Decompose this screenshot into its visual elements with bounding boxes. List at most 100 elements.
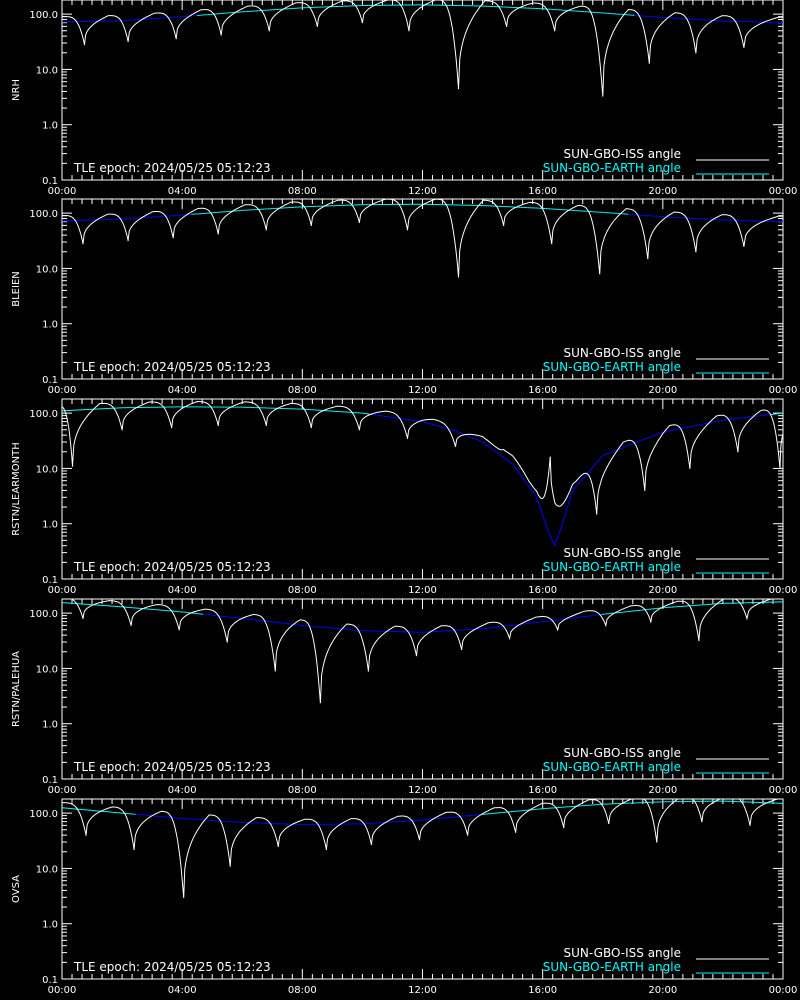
iss-angle-line [62,199,783,278]
earth-angle-segment [620,447,623,449]
iss-angle-minimum [689,467,691,470]
iss-angle-minimum [503,224,505,226]
iss-angle-minimum [406,229,409,231]
earth-angle-segment [647,436,650,439]
earth-angle-segment [626,445,629,447]
earth-angle-segment [531,490,535,494]
x-tick-label: 12:00 [408,385,437,396]
earth-angle-segment [652,435,654,437]
earth-angle-segment [488,446,491,448]
earth-angle-segment [527,484,530,488]
earth-angle-segment [655,434,658,436]
earth-angle-segment [566,504,569,510]
earth-angle-segment [604,454,606,456]
plot-area [62,199,783,278]
tle-epoch-label: TLE epoch: 2024/05/25 05:12:23 [73,161,271,175]
earth-angle-segment [602,454,605,457]
x-tick-label: 20:00 [648,985,677,996]
y-tick-label: 1.0 [42,520,58,531]
legend-label-earth: SUN-GBO-EARTH angle [543,960,681,974]
iss-angle-minimum [509,637,511,639]
iss-angle-minimum [370,843,373,846]
y-tick-label: 1.0 [42,320,58,331]
iss-angle-minimum [656,841,658,843]
earth-angle-segment [661,431,664,434]
iss-angle-minimum [701,821,703,823]
earth-angle-segment [597,458,601,462]
earth-angle-segment [659,432,662,434]
iss-angle-minimum [367,670,370,672]
iss-angle-minimum [310,426,312,429]
x-tick-label: 16:00 [528,985,557,996]
y-axis-label: RSTN/PALEHUA [11,651,22,727]
earth-angle-segment [638,440,641,442]
iss-angle-minimum [648,62,650,64]
x-tick-label: 16:00 [528,385,557,396]
earth-angle-segment [588,469,592,472]
iss-angle-minimum [549,456,551,458]
earth-angle-segment [561,519,565,525]
iss-angle-minimum [605,624,607,626]
x-tick-label: 08:00 [288,985,317,996]
earth-angle-segment [573,486,577,490]
earth-angle-segment [530,488,533,492]
y-tick-label: 0.1 [42,375,58,386]
earth-angle-segment [608,452,611,454]
iss-angle-minimum [82,243,84,245]
earth-angle-segment [473,437,476,440]
legend-label-iss: SUN-GBO-ISS angle [564,746,681,760]
iss-angle-minimum [310,224,312,226]
earth-angle-segment [653,434,656,437]
earth-angle-segment [600,455,604,458]
earth-angle-segment [640,439,642,442]
iss-angle-minimum [698,639,700,642]
iss-angle-minimum [506,25,508,27]
earth-angle-segment [500,454,503,457]
iss-angle-minimum [183,896,185,898]
iss-angle-minimum [554,30,556,32]
earth-angle-segment [461,432,464,435]
legend-label-earth: SUN-GBO-EARTH angle [543,161,681,175]
earth-angle-segment [623,446,626,448]
y-tick-label: 0.1 [42,176,58,187]
iss-angle-minimum [361,22,364,24]
x-tick-label: 04:00 [168,585,197,596]
earth-angle-segment [519,474,523,477]
iss-angle-minimum [217,424,219,426]
earth-angle-segment [570,490,574,496]
y-tick-label: 100.0 [29,409,58,420]
earth-angle-segment [522,478,526,481]
x-tick-label: 20:00 [648,186,677,197]
earth-angle-segment [607,452,609,455]
earth-angle-segment [498,453,501,456]
iss-angle-minimum [127,40,129,43]
y-axis-label: BLEIEN [11,271,22,307]
x-tick-label: 00:00 [48,186,77,197]
plot-area [62,599,783,704]
earth-angle-segment [503,457,506,459]
earth-angle-segment [545,523,548,529]
y-tick-label: 1.0 [42,720,58,731]
earth-angle-segment [492,449,495,452]
iss-angle-minimum [226,641,228,643]
earth-angle-segment [458,431,461,434]
earth-angle-segment [605,453,608,455]
iss-angle-minimum [608,822,610,825]
iss-angle-minimum [454,445,457,448]
earth-angle-segment [631,443,633,445]
earth-angle-segment [635,441,638,444]
panel-1: 100.010.01.00.100:00 04:00 08:00 12:00 16:00… [11,0,797,197]
earth-angle-segment [509,461,512,464]
earth-angle-segment [459,432,462,434]
x-tick-label: 04:00 [168,985,197,996]
earth-angle-segment [540,510,544,515]
earth-angle-segment [483,442,486,445]
legend-label-earth: SUN-GBO-EARTH angle [543,560,681,574]
iss-angle-minimum [743,46,745,49]
y-axis-label: NRH [11,79,22,101]
x-tick-label: 00:00 [769,985,798,996]
earth-angle-segment [491,448,494,451]
earth-angle-segment [613,450,615,452]
earth-angle-segment [610,451,612,454]
y-tick-label: 1.0 [42,121,58,132]
